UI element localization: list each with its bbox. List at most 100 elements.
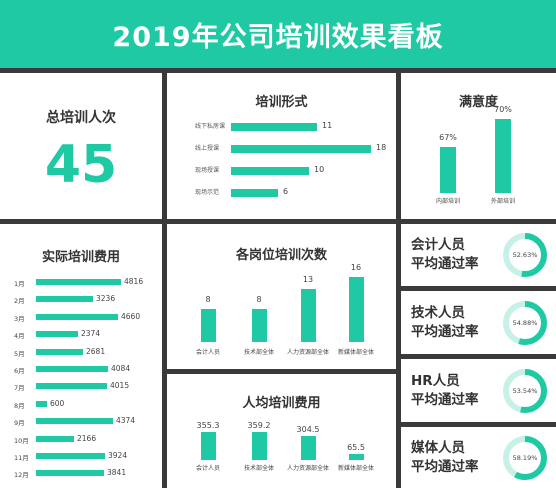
form-row: 现场示范 6 <box>195 186 385 200</box>
per-capita-value: 304.5 <box>296 425 320 434</box>
cost-row-value: 4374 <box>116 416 136 425</box>
cost-row: 7月 4015 <box>0 379 160 393</box>
pass-rate-line1: HR人员 <box>411 372 460 389</box>
cost-row-label: 6月 <box>14 367 25 375</box>
cost-row: 6月 4084 <box>0 362 160 376</box>
cost-row-bar <box>36 401 47 407</box>
cost-row-value: 3841 <box>107 468 127 477</box>
cost-row: 1月 4816 <box>0 275 160 289</box>
satisfaction-value: 70% <box>494 105 512 114</box>
pass-rate-panel: 技术人员 平均通过率 54.88% <box>401 291 556 354</box>
per-capita-label: 新媒体部全体 <box>337 465 374 472</box>
cost-row-label: 8月 <box>14 402 25 410</box>
training-cost-title: 实际培训费用 <box>41 250 120 265</box>
position-value: 16 <box>350 263 362 272</box>
per-capita-bar <box>348 454 364 460</box>
donut-fill <box>503 435 547 480</box>
training-cost-panel: 实际培训费用 1月 4816 2月 3236 3月 4660 4月 2374 5月 2681 6月 4… <box>0 224 162 488</box>
cost-row: 5月 2681 <box>0 345 160 359</box>
position-bar <box>251 309 267 342</box>
position-bar <box>300 289 316 342</box>
pass-rate-title: 会计人员 平均通过率 <box>411 236 479 274</box>
position-label: 会计人员 <box>195 349 220 356</box>
pass-rate-value: 52.63% <box>512 251 538 259</box>
per-capita-value: 355.3 <box>196 421 220 430</box>
satisfaction-label: 外部培训 <box>490 198 515 205</box>
form-row-value: 6 <box>283 187 289 196</box>
satisfaction-title: 满意度 <box>458 95 498 110</box>
form-row-bar <box>231 167 309 175</box>
training-form-panel: 培训形式 线下私房课 11 线上授课 18 现场授课 10 现场示范 6 <box>167 73 396 219</box>
donut-fill <box>503 368 547 413</box>
cost-row: 4月 2374 <box>0 327 160 341</box>
cost-row-bar <box>36 453 105 459</box>
form-row-label: 线上授课 <box>195 145 220 152</box>
dashboard-title: 2019年公司培训效果看板 <box>112 21 444 53</box>
cost-row-bar <box>36 349 83 355</box>
cost-row-value: 4084 <box>111 364 131 373</box>
pass-rate-line2: 平均通过率 <box>411 458 479 475</box>
cost-row-label: 4月 <box>14 332 25 340</box>
form-row-value: 18 <box>376 143 387 152</box>
cost-row-label: 1月 <box>14 280 25 288</box>
pass-rate-value: 58.19% <box>512 453 538 462</box>
position-bar <box>200 309 216 342</box>
cost-row-value: 4660 <box>121 312 141 321</box>
cost-row-label: 9月 <box>14 419 25 427</box>
cost-row-value: 2166 <box>77 434 97 443</box>
form-row-bar <box>231 189 278 197</box>
cost-row-bar <box>36 418 113 424</box>
cost-row-value: 2374 <box>81 329 101 338</box>
cost-row: 8月 600 <box>0 397 160 411</box>
cost-row-bar <box>36 314 118 320</box>
pass-rate-value: 53.54% <box>512 386 538 395</box>
position-value: 8 <box>205 295 211 304</box>
cost-row: 2月 3236 <box>0 292 160 306</box>
pass-rate-donut <box>503 368 547 413</box>
per-capita-label: 人力资源部全体 <box>286 465 329 472</box>
cost-row: 12月 3841 <box>0 466 160 480</box>
position-value: 8 <box>256 295 262 304</box>
satisfaction-label: 内部培训 <box>435 198 460 205</box>
satisfaction-panel: 满意度 67% 内部培训 70% 外部培训 <box>401 73 556 219</box>
pass-rate-line1: 技术人员 <box>411 304 465 321</box>
pass-rate-panel: HR人员 平均通过率 53.54% <box>401 359 556 422</box>
cost-row-bar <box>36 279 121 285</box>
form-row-label: 现场授课 <box>195 167 220 174</box>
satisfaction-value: 67% <box>439 133 457 142</box>
pass-rate-panel: 会计人员 平均通过率 52.63% <box>401 224 556 286</box>
cost-row-value: 600 <box>50 399 65 408</box>
position-label: 新媒体部全体 <box>337 349 374 356</box>
form-row-value: 11 <box>322 121 333 130</box>
cost-row-label: 2月 <box>14 297 25 305</box>
cost-row: 10月 2166 <box>0 432 160 446</box>
position-value: 13 <box>302 275 314 284</box>
pass-rate-title: HR人员 平均通过率 <box>411 372 479 410</box>
form-row-value: 10 <box>314 165 325 174</box>
per-capita-value: 359.2 <box>247 421 271 430</box>
total-trainees-panel: 总培训人次 45 <box>0 73 162 219</box>
cost-row-value: 4816 <box>124 277 144 286</box>
pass-rate-title: 技术人员 平均通过率 <box>411 304 479 342</box>
cost-row-label: 10月 <box>14 437 29 445</box>
cost-row-label: 7月 <box>14 384 25 392</box>
cost-row-label: 5月 <box>14 350 25 358</box>
form-row-label: 现场示范 <box>195 189 220 196</box>
position-count-panel: 各岗位培训次数 8 会计人员 8 技术部全体 13 人力资源部全体 16 新媒体部全体 <box>167 224 396 369</box>
per-capita-value: 65.5 <box>347 443 365 452</box>
cost-row-value: 2681 <box>86 347 106 356</box>
satisfaction-bar <box>495 119 511 193</box>
position-bar <box>348 277 364 342</box>
donut-fill <box>503 300 547 345</box>
form-row-bar <box>231 123 317 131</box>
total-trainees-value: 45 <box>44 135 118 195</box>
form-row: 现场授课 10 <box>195 164 385 178</box>
satisfaction-bar <box>440 147 456 193</box>
pass-rate-panel: 媒体人员 平均通过率 58.19% <box>401 427 556 488</box>
per-capita-bar <box>300 436 316 460</box>
dashboard-header: 2019年公司培训效果看板 <box>0 0 556 68</box>
cost-row: 11月 3924 <box>0 449 160 463</box>
cost-row-label: 11月 <box>14 454 29 462</box>
pass-rate-title: 媒体人员 平均通过率 <box>411 439 479 477</box>
form-row-label: 线下私房课 <box>195 123 226 130</box>
